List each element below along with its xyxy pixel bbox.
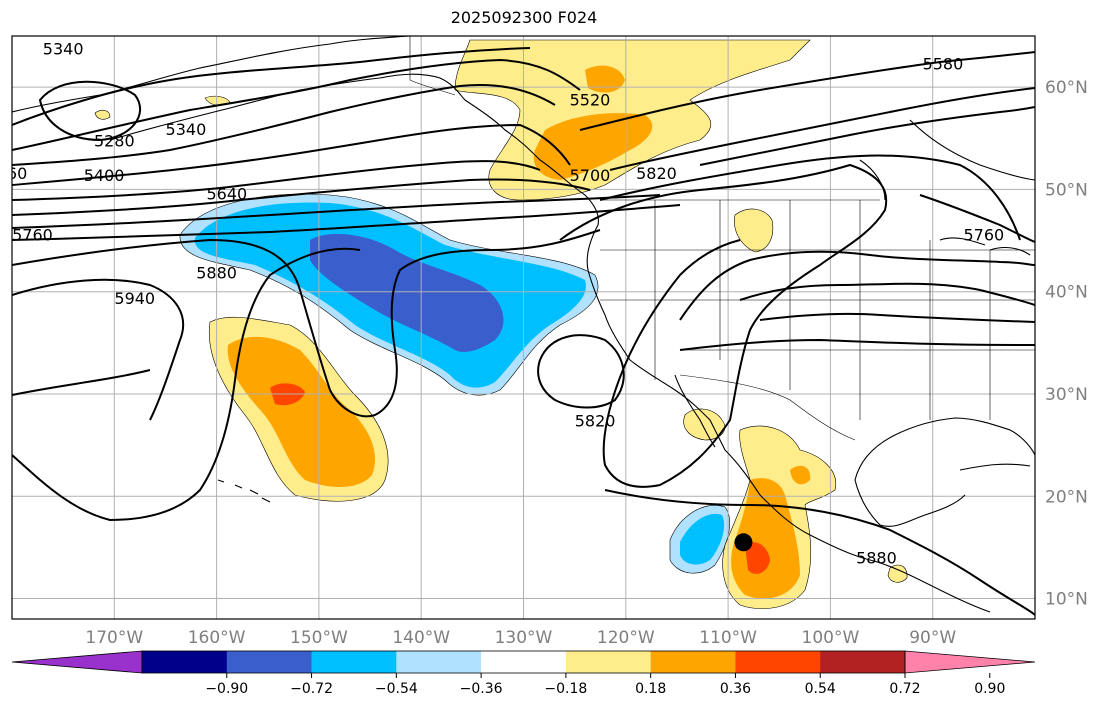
map-content: 5340 5280 5340 60 5400 5640 5760 5880 5940 5520 57… xyxy=(7,36,1035,619)
latitude-tick-label: 30°N xyxy=(1045,385,1088,405)
longitude-tick-label: 110°W xyxy=(699,628,757,648)
colorbar-tick-label: −0.36 xyxy=(460,681,503,697)
colorbar-segment xyxy=(481,651,567,673)
contour-label: 5880 xyxy=(856,549,897,568)
longitude-labels: 170°W 160°W 150°W 140°W 130°W 120°W 110°W 100°W… xyxy=(85,628,956,648)
positive-anomaly-medium xyxy=(227,336,376,487)
positive-anomaly-light-5 xyxy=(683,408,726,441)
colorbar-extend-min xyxy=(11,650,143,674)
latitude-labels: 10°N 20°N 30°N 40°N 50°N 60°N xyxy=(1045,78,1088,609)
positive-anomaly-small-2 xyxy=(887,564,908,583)
colorbar-tick-label: −0.90 xyxy=(205,681,248,697)
colorbar-segment xyxy=(396,651,482,673)
contour-label: 5580 xyxy=(923,55,964,74)
contour-label: 60 xyxy=(7,164,27,183)
longitude-tick-label: 140°W xyxy=(392,628,450,648)
colorbar-segment xyxy=(565,651,652,673)
latitude-tick-label: 10°N xyxy=(1045,590,1088,610)
colorbar-segment xyxy=(142,651,228,673)
positive-anomaly-small-1 xyxy=(734,208,774,253)
contour-labels: 5340 5280 5340 60 5400 5640 5760 5880 5940 5520 57… xyxy=(7,39,1004,568)
contour-label: 5400 xyxy=(84,166,125,185)
storm-location-marker xyxy=(734,533,753,552)
latitude-tick-label: 50°N xyxy=(1045,180,1088,200)
colorbar-segment xyxy=(311,651,397,673)
anomaly-fields xyxy=(94,39,908,609)
latitude-tick-label: 20°N xyxy=(1045,487,1088,507)
longitude-tick-label: 170°W xyxy=(85,628,143,648)
longitude-tick-label: 130°W xyxy=(495,628,553,648)
colorbar-tick-label: −0.72 xyxy=(290,681,333,697)
map-frame xyxy=(11,35,1036,620)
country-borders xyxy=(409,36,1035,441)
colorbar-segment xyxy=(226,651,313,673)
contour-label: 5700 xyxy=(570,166,611,185)
contour-label: 5340 xyxy=(43,39,84,58)
gridlines xyxy=(12,36,1035,619)
colorbar-segment xyxy=(650,651,736,673)
positive-anomaly-medium-4 xyxy=(533,113,653,180)
longitude-tick-label: 90°W xyxy=(909,628,956,648)
colorbar-tick-label: 0.36 xyxy=(720,681,751,697)
contour-label: 5940 xyxy=(114,289,155,308)
longitude-tick-label: 150°W xyxy=(290,628,348,648)
contour-label: 5520 xyxy=(570,90,611,109)
longitude-tick-label: 100°W xyxy=(802,628,860,648)
latitude-tick-label: 60°N xyxy=(1045,78,1088,98)
contour-label: 5760 xyxy=(12,225,53,244)
positive-anomaly-medium-7 xyxy=(790,465,811,485)
positive-anomaly-small-3 xyxy=(94,109,111,120)
colorbar-tick-label: 0.18 xyxy=(635,681,666,697)
colorbar-extend-max xyxy=(904,650,1036,674)
height-contours xyxy=(12,47,1035,616)
contour-label: 5880 xyxy=(196,263,237,282)
map-title: 2025092300 F024 xyxy=(450,8,598,27)
positive-anomaly-medium-3 xyxy=(585,65,625,93)
contour-label: 5280 xyxy=(94,131,135,150)
colorbar-tick-label: 0.90 xyxy=(974,681,1005,697)
colorbar-tick-label: −0.54 xyxy=(375,681,418,697)
colorbar-tick-label: 0.72 xyxy=(889,681,920,697)
colorbar-outline xyxy=(141,650,906,674)
colorbar-segment xyxy=(820,651,906,673)
negative-anomaly-strong xyxy=(310,233,504,352)
contour-label: 5640 xyxy=(206,185,247,204)
contour-label: 5820 xyxy=(575,412,616,431)
latitude-tick-label: 40°N xyxy=(1045,283,1088,303)
colorbar: −0.90 −0.72 −0.54 −0.36 −0.18 0.18 0.36 0.54 0.7… xyxy=(11,650,1036,697)
colorbar-tick-label: 0.54 xyxy=(805,681,836,697)
colorbar-tick-label: −0.18 xyxy=(544,681,587,697)
contour-label: 5340 xyxy=(166,120,207,139)
longitude-tick-label: 160°W xyxy=(188,628,246,648)
positive-anomaly-strong-6 xyxy=(745,542,770,574)
contour-label: 5820 xyxy=(636,164,677,183)
contour-label: 5760 xyxy=(963,225,1004,244)
negative-anomaly-medium-2 xyxy=(680,513,725,565)
colorbar-segment xyxy=(735,651,821,673)
longitude-tick-label: 120°W xyxy=(597,628,655,648)
